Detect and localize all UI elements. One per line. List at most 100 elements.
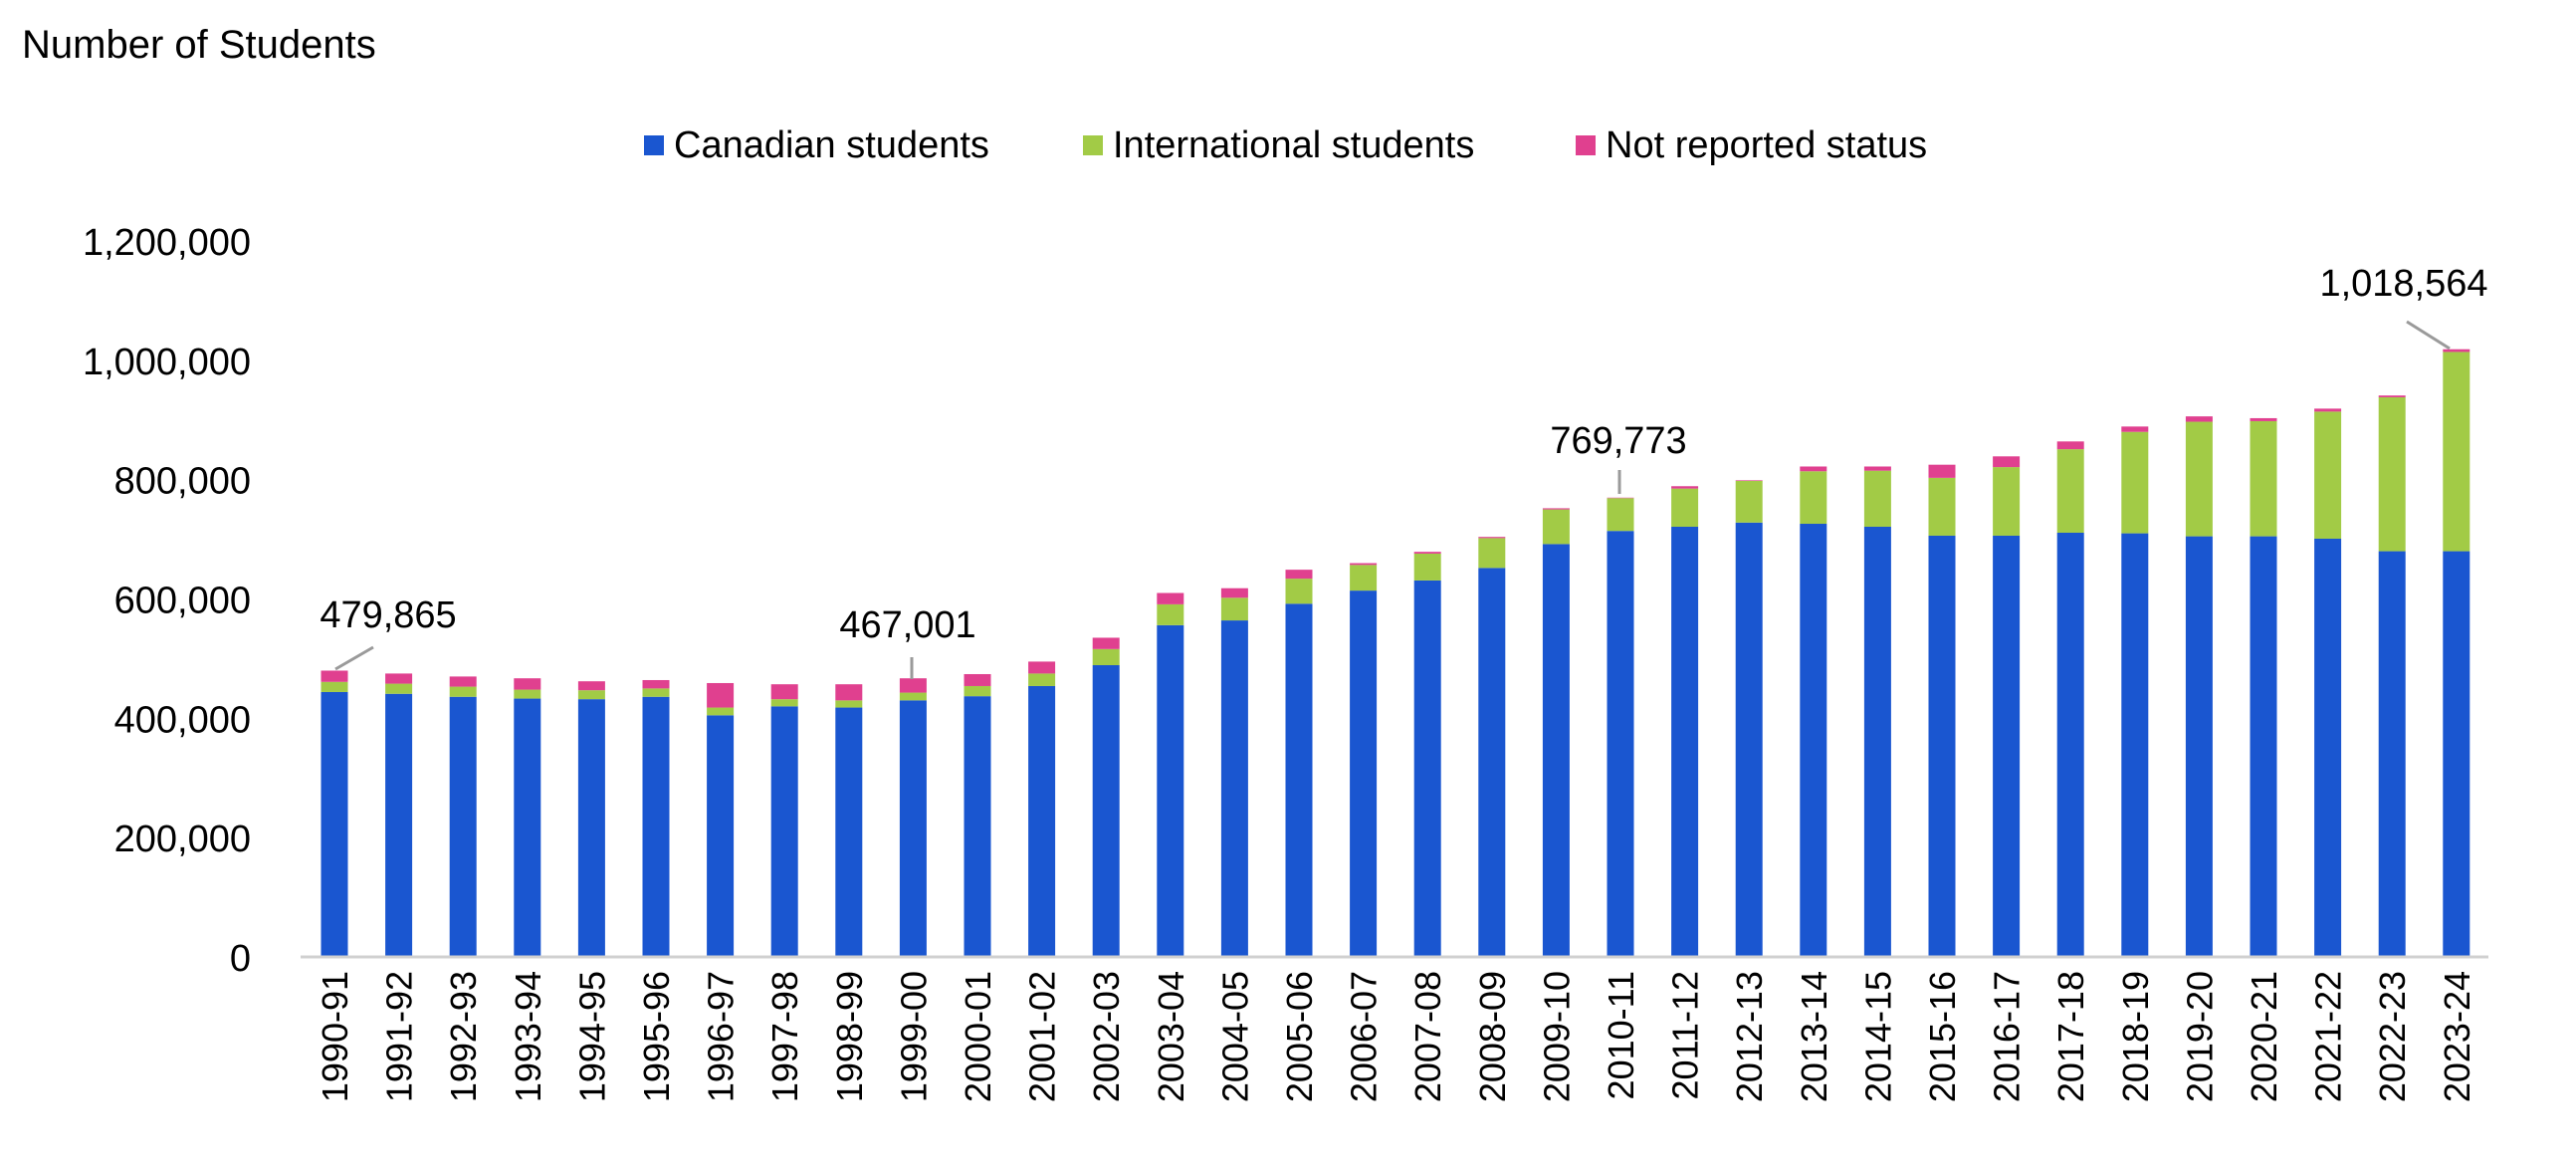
x-tick-label: 2012-13 [1729, 971, 1770, 1102]
bar-segment [2443, 352, 2469, 551]
y-axis-ticks: 0200,000400,000600,000800,0001,000,0001,… [83, 222, 251, 980]
bar-segment [1414, 552, 1441, 554]
bar-segment [385, 684, 412, 694]
legend-swatch [1576, 135, 1596, 155]
y-tick-label: 800,000 [114, 461, 251, 503]
bar-segment [1093, 637, 1120, 648]
bar-segment [1671, 486, 1698, 488]
bar-segment [1929, 465, 1956, 478]
bar-segment [707, 708, 734, 716]
bar-segment [1350, 590, 1377, 957]
legend-swatch [1083, 135, 1103, 155]
bar-segment [1028, 686, 1055, 957]
bars [322, 350, 2470, 957]
annotation-label: 769,773 [1550, 420, 1686, 462]
bar-segment [1478, 568, 1505, 957]
bar-segment [1864, 466, 1891, 470]
bar-segment [2379, 552, 2406, 957]
bar-segment [322, 692, 348, 957]
annotation-label: 467,001 [839, 604, 975, 646]
y-tick-label: 1,200,000 [83, 222, 251, 264]
x-tick-label: 2000-01 [958, 971, 998, 1102]
x-tick-label: 2021-22 [2308, 971, 2349, 1102]
bar-segment [1993, 456, 2020, 467]
bar-segment [835, 684, 862, 700]
bar-segment [1286, 579, 1313, 603]
bar-segment [1093, 665, 1120, 957]
annotation-label: 479,865 [320, 594, 456, 636]
x-tick-label: 2003-04 [1151, 971, 1191, 1102]
bar-segment [1478, 538, 1505, 568]
bar-segment [771, 706, 798, 957]
bar-segment [1414, 581, 1441, 957]
bar-segment [322, 682, 348, 692]
bar-segment [1478, 537, 1505, 538]
legend-label: Canadian students [674, 124, 989, 166]
bar-segment [1414, 554, 1441, 581]
bar-segment [2057, 441, 2084, 449]
bar-segment [2251, 537, 2277, 957]
y-tick-label: 1,000,000 [83, 342, 251, 383]
x-tick-label: 2022-23 [2372, 971, 2413, 1102]
x-tick-label: 2010-11 [1601, 971, 1641, 1099]
x-tick-label: 2019-20 [2179, 971, 2220, 1102]
bar-segment [450, 676, 477, 686]
x-tick-label: 2013-14 [1794, 971, 1834, 1102]
y-tick-label: 0 [230, 938, 251, 980]
bar-segment [643, 688, 670, 696]
x-tick-label: 2005-06 [1279, 971, 1320, 1102]
annotation-leader-line [335, 647, 373, 669]
bar-segment [2251, 421, 2277, 537]
bar-segment [1286, 570, 1313, 579]
y-tick-label: 600,000 [114, 581, 251, 622]
bar-segment [707, 715, 734, 957]
bar-segment [771, 699, 798, 706]
bar-segment [1093, 649, 1120, 665]
bar-segment [1286, 603, 1313, 957]
bar-segment [771, 684, 798, 699]
bar-segment [1608, 498, 1634, 531]
bar-segment [707, 683, 734, 708]
bar-segment [1864, 527, 1891, 957]
bar-segment [2443, 552, 2469, 957]
x-tick-label: 2001-02 [1022, 971, 1063, 1102]
bar-segment [514, 678, 540, 689]
x-tick-label: 1995-96 [636, 971, 677, 1102]
bar-segment [2121, 432, 2148, 534]
x-tick-label: 2009-10 [1536, 971, 1577, 1102]
bar-segment [2121, 534, 2148, 957]
bar-segment [385, 673, 412, 683]
bar-segment [900, 678, 927, 692]
bar-segment [1157, 593, 1183, 604]
x-tick-label: 2007-08 [1407, 971, 1448, 1102]
bar-segment [643, 697, 670, 957]
bar-segment [2057, 449, 2084, 533]
x-tick-label: 2004-05 [1214, 971, 1255, 1102]
bar-segment [578, 699, 605, 957]
bar-segment [2251, 418, 2277, 421]
x-tick-label: 2017-18 [2050, 971, 2091, 1102]
x-tick-label: 1999-00 [893, 971, 934, 1102]
bar-segment [1800, 466, 1826, 471]
bar-segment [1736, 523, 1763, 957]
legend-label: International students [1113, 124, 1474, 166]
bar-segment [1543, 544, 1570, 957]
y-axis-title: Number of Students [22, 23, 376, 67]
bar-segment [1800, 471, 1826, 524]
bar-segment [1736, 481, 1763, 523]
bar-segment [578, 690, 605, 699]
x-tick-label: 2015-16 [1922, 971, 1963, 1102]
bar-segment [1028, 673, 1055, 686]
x-tick-label: 2020-21 [2244, 971, 2284, 1102]
bar-segment [1157, 625, 1183, 957]
bar-segment [2314, 408, 2341, 411]
x-tick-label: 1992-93 [443, 971, 484, 1102]
bar-segment [2314, 411, 2341, 539]
bar-segment [1800, 524, 1826, 957]
bar-segment [2379, 395, 2406, 397]
legend-swatch [644, 135, 664, 155]
